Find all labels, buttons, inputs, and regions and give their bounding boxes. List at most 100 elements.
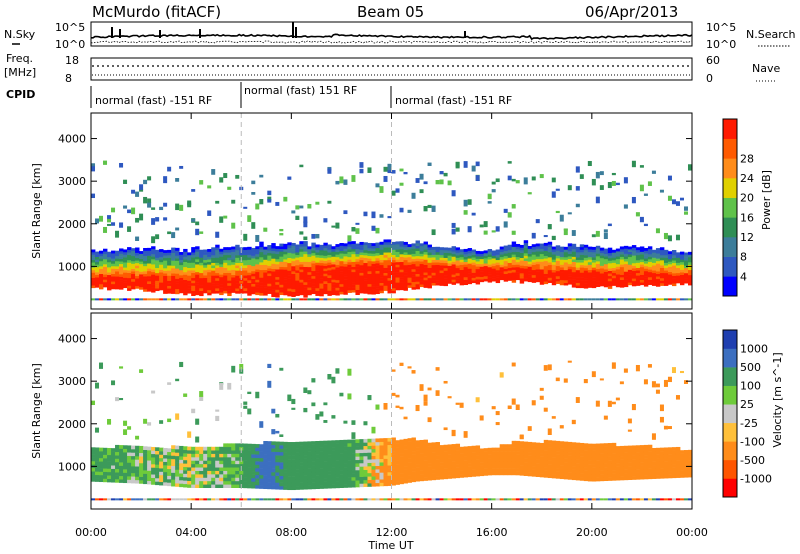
power-cell <box>307 277 312 280</box>
power-cell <box>467 199 472 205</box>
velocity-cell <box>363 473 368 477</box>
velocity-cell <box>539 466 545 471</box>
power-cell <box>211 249 216 253</box>
velocity-cell <box>179 449 184 454</box>
power-cell <box>139 184 144 190</box>
power-cell <box>363 285 368 289</box>
power-cell <box>363 280 368 284</box>
velocity-cell <box>235 457 240 461</box>
power-cell <box>563 249 569 253</box>
velocity-cell <box>499 372 504 378</box>
velocity-cell <box>95 447 100 452</box>
power-cell <box>131 281 136 285</box>
velocity-cell <box>479 465 485 470</box>
power-cell <box>399 168 404 172</box>
power-cell <box>247 292 252 296</box>
power-cell <box>407 249 412 253</box>
power-cell <box>239 255 244 258</box>
power-cell <box>623 271 629 275</box>
power-cell <box>563 259 569 263</box>
velocity-cell <box>287 479 292 484</box>
velocity-cell <box>331 415 336 419</box>
power-cell <box>211 169 216 175</box>
power-cell <box>339 245 344 249</box>
velocity-cell <box>471 469 477 474</box>
velocity-cell <box>607 466 613 471</box>
power-cell <box>407 259 412 263</box>
power-cell <box>559 269 565 273</box>
velocity-cell <box>603 467 609 471</box>
velocity-cell <box>263 444 268 449</box>
velocity-cell <box>363 442 368 447</box>
power-cell <box>579 264 585 268</box>
power-cell <box>627 261 633 265</box>
power-cell <box>335 254 340 258</box>
power-cell <box>559 272 565 276</box>
power-cell <box>679 282 685 286</box>
power-cell <box>631 275 637 279</box>
velocity-cell <box>643 468 649 473</box>
power-cell <box>435 249 440 253</box>
power-cell <box>363 242 368 246</box>
velocity-cell <box>659 454 665 459</box>
power-cell <box>339 268 344 272</box>
power-cell <box>255 234 260 242</box>
velocity-cell <box>415 467 420 472</box>
power-cell <box>127 275 132 279</box>
power-cell <box>367 258 372 262</box>
power-cell <box>91 259 96 263</box>
power-cell <box>479 253 485 257</box>
velocity-cell <box>331 457 336 462</box>
velocity-cell <box>359 456 364 460</box>
velocity-cell <box>359 449 364 454</box>
velocity-cell <box>591 477 597 482</box>
velocity-cell <box>363 455 368 460</box>
velocity-cell <box>151 467 156 472</box>
power-cell <box>251 283 256 287</box>
power-cell <box>443 298 448 301</box>
power-cell <box>635 267 641 271</box>
power-cell <box>339 253 344 257</box>
velocity-cell <box>511 440 517 445</box>
power-cell <box>315 249 320 253</box>
power-cell <box>511 264 517 268</box>
power-cell <box>483 230 488 235</box>
power-cell <box>471 280 477 284</box>
power-cell <box>171 285 176 289</box>
power-cell <box>147 265 152 269</box>
velocity-cell <box>447 464 452 469</box>
power-cell <box>543 248 549 251</box>
power-cell <box>295 205 300 210</box>
power-cell <box>359 282 364 286</box>
velocity-cell <box>651 381 656 388</box>
power-cell <box>91 163 96 167</box>
power-cell <box>191 249 196 253</box>
power-cell <box>311 268 316 272</box>
power-cell <box>511 249 517 253</box>
power-cell <box>403 252 408 255</box>
power-cell <box>651 260 657 263</box>
velocity-cell <box>495 422 500 426</box>
velocity-cell <box>539 463 545 468</box>
power-cell <box>191 280 196 284</box>
velocity-cell <box>135 435 140 440</box>
power-cell <box>439 262 444 266</box>
velocity-cell <box>159 478 164 483</box>
power-cell <box>623 250 629 254</box>
velocity-cell <box>223 498 228 501</box>
power-cell <box>647 253 653 257</box>
power-cell <box>579 257 585 260</box>
power-cell <box>99 276 104 280</box>
power-cell <box>635 298 640 301</box>
velocity-cell <box>171 452 176 456</box>
power-cell <box>191 298 196 301</box>
power-cell <box>447 268 452 271</box>
velocity-cell <box>235 477 240 482</box>
velocity-cell <box>347 483 352 488</box>
power-cell <box>511 251 517 255</box>
power-cell <box>395 246 400 250</box>
power-cell <box>415 266 420 269</box>
power-cell <box>415 248 420 252</box>
power-cell <box>591 254 597 258</box>
power-cell <box>363 275 368 279</box>
